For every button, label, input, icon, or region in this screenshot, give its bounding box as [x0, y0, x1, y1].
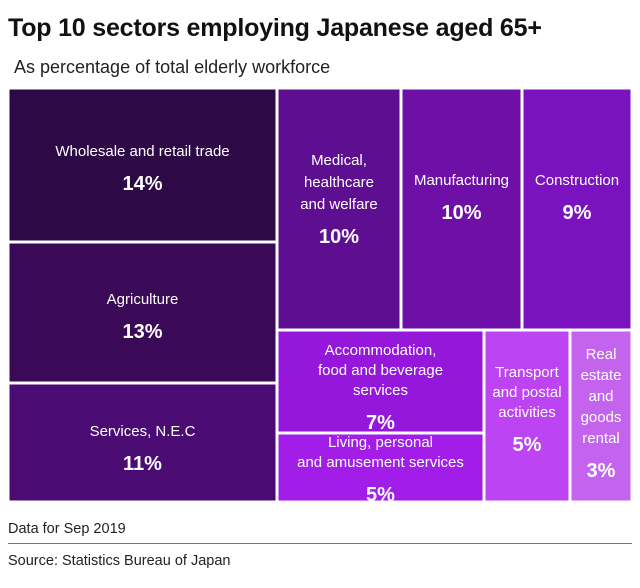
- treemap-cell-real-estate-and-goods-rental: Real estate and goods rental 3%: [568, 328, 634, 504]
- treemap-value-services-n-e-c: 11%: [123, 453, 162, 475]
- treemap-label-wholesale-and-retail-trade: Wholesale and retail trade: [55, 143, 229, 160]
- treemap-cell-living-personal-and-amusement-services: Living, personal and amusement services 5%: [275, 431, 486, 506]
- chart-title: Top 10 sectors employing Japanese aged 6…: [8, 14, 542, 42]
- treemap-cell-transport-and-postal-activities: Transport and postal activities 5%: [482, 328, 572, 504]
- treemap-value-construction: 9%: [563, 202, 592, 224]
- treemap-cell-services-n-e-c: Services, N.E.C 11%: [6, 381, 279, 504]
- data-date-note: Data for Sep 2019: [8, 521, 126, 537]
- treemap-cell-wholesale-and-retail-trade: Wholesale and retail trade 14%: [6, 86, 279, 244]
- treemap-cell-agriculture: Agriculture 13%: [6, 240, 279, 385]
- treemap-label-services-n-e-c: Services, N.E.C: [90, 423, 196, 440]
- treemap-label-transport-and-postal-activities: Transport and postal activities: [492, 364, 561, 421]
- treemap-label-manufacturing: Manufacturing: [414, 172, 509, 189]
- treemap-label-medical-healthcare-and-welfare: Medical, healthcare and welfare: [300, 152, 378, 213]
- treemap-value-accommodation-food-and-beverage-services: 7%: [366, 412, 395, 434]
- treemap-cell-manufacturing: Manufacturing 10%: [399, 86, 524, 332]
- treemap-value-agriculture: 13%: [122, 321, 162, 343]
- treemap-value-real-estate-and-goods-rental: 3%: [587, 460, 616, 482]
- treemap-rect-transport-and-postal-activities: [482, 328, 572, 504]
- treemap-cell-medical-healthcare-and-welfare: Medical, healthcare and welfare 10%: [275, 86, 403, 332]
- treemap-label-accommodation-food-and-beverage-services: Accommodation, food and beverage services: [318, 342, 443, 399]
- footer-divider: [8, 543, 632, 544]
- treemap-label-living-personal-and-amusement-services: Living, personal and amusement services: [297, 434, 464, 471]
- treemap-label-construction: Construction: [535, 172, 619, 189]
- treemap-value-medical-healthcare-and-welfare: 10%: [319, 226, 359, 248]
- treemap-value-manufacturing: 10%: [441, 202, 481, 224]
- treemap-value-living-personal-and-amusement-services: 5%: [366, 484, 395, 506]
- source-note: Source: Statistics Bureau of Japan: [8, 553, 231, 569]
- treemap-rect-medical-healthcare-and-welfare: [275, 86, 403, 332]
- treemap-rect-wholesale-and-retail-trade: [6, 86, 279, 244]
- chart-subtitle: As percentage of total elderly workforce: [14, 57, 331, 77]
- treemap-rect-services-n-e-c: [6, 381, 279, 504]
- treemap-rect-real-estate-and-goods-rental: [568, 328, 634, 504]
- treemap-label-agriculture: Agriculture: [107, 291, 179, 308]
- treemap-value-wholesale-and-retail-trade: 14%: [122, 173, 162, 195]
- treemap-value-transport-and-postal-activities: 5%: [513, 434, 542, 456]
- treemap-cell-accommodation-food-and-beverage-services: Accommodation, food and beverage services 7…: [275, 328, 486, 435]
- treemap-label-real-estate-and-goods-rental: Real estate and goods rental: [581, 346, 622, 447]
- treemap-rect-agriculture: [6, 240, 279, 385]
- treemap-cell-construction: Construction 9%: [520, 86, 634, 332]
